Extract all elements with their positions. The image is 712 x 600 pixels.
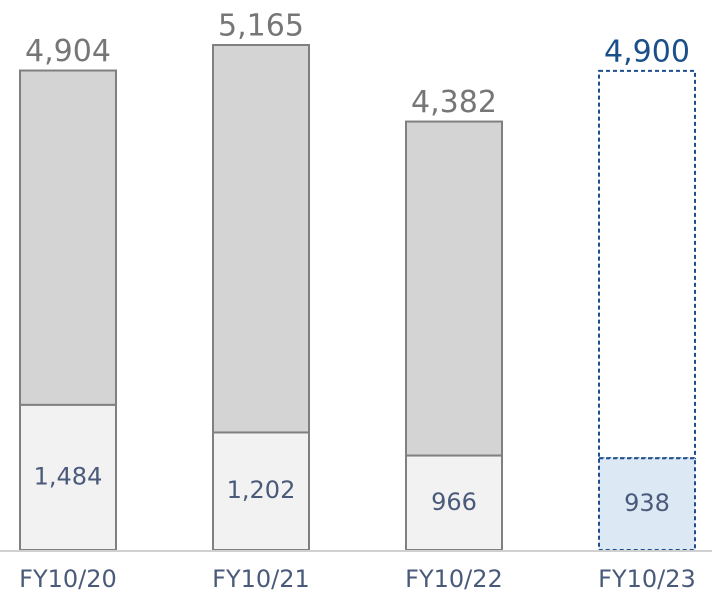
bar-top <box>19 69 117 406</box>
total-label: 5,165 <box>218 9 304 44</box>
value-label: 1,484 <box>34 462 103 490</box>
x-tick-label: FY10/21 <box>212 565 310 593</box>
x-tick-label: FY10/20 <box>19 565 117 593</box>
x-tick-label: FY10/23 <box>598 565 696 593</box>
value-label: 938 <box>624 489 670 517</box>
x-tick-label: FY10/22 <box>405 565 503 593</box>
bar-top <box>598 69 696 460</box>
bar-top <box>405 120 503 457</box>
value-label: 966 <box>431 488 477 516</box>
total-label: 4,382 <box>411 85 497 120</box>
total-label: 4,900 <box>604 34 690 69</box>
bar-bottom <box>405 454 503 551</box>
total-label: 4,904 <box>25 34 111 69</box>
bar-bottom <box>212 431 310 552</box>
bar-bottom <box>598 457 696 551</box>
value-label: 1,202 <box>227 476 296 504</box>
bar-bottom <box>19 403 117 552</box>
bar-top <box>212 44 310 434</box>
